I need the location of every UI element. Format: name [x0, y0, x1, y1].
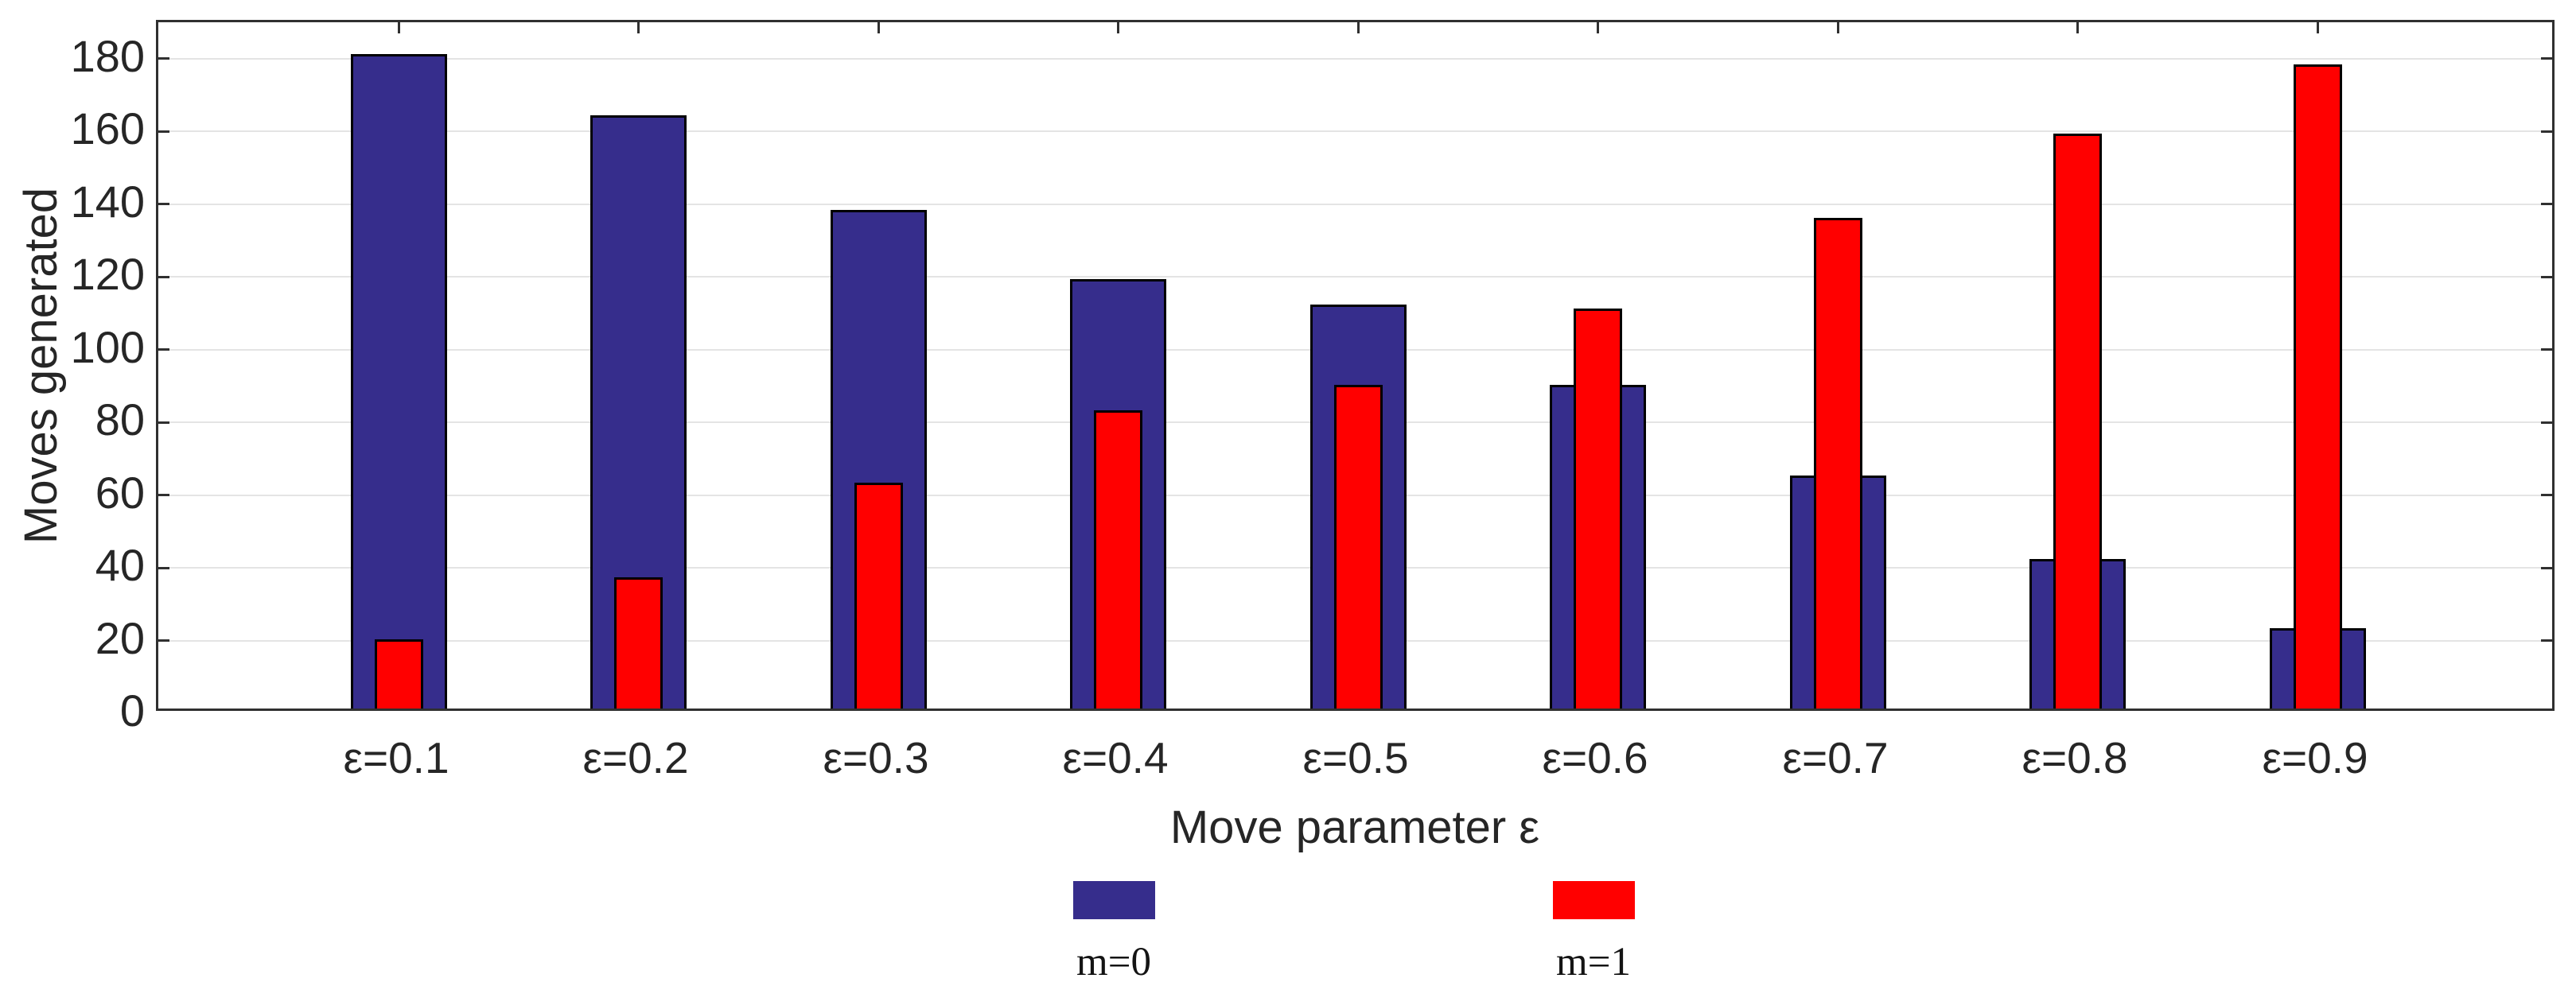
x-tick-top-4 — [1116, 22, 1119, 33]
y-tick-left-140 — [158, 203, 169, 206]
bar-m=1-ε=0.9 — [2293, 64, 2342, 709]
y-tick-left-80 — [158, 421, 169, 424]
y-tick-label-0: 0 — [119, 685, 145, 736]
x-axis-label: Move parameter ε — [1169, 802, 1540, 853]
y-tick-label-100: 100 — [70, 321, 145, 372]
x-tick-label-8: ε=0.8 — [2021, 733, 2128, 782]
bar-m=1-ε=0.7 — [1813, 218, 1862, 709]
y-tick-right-100 — [2541, 348, 2552, 351]
y-tick-label-80: 80 — [95, 394, 145, 445]
y-tick-right-20 — [2541, 639, 2552, 643]
x-tick-top-7 — [1836, 22, 1839, 33]
gridline-120 — [158, 276, 2552, 278]
x-tick-label-7: ε=0.7 — [1782, 733, 1889, 782]
y-tick-right-140 — [2541, 203, 2552, 206]
y-tick-label-60: 60 — [95, 467, 145, 518]
gridline-160 — [158, 130, 2552, 133]
y-tick-left-100 — [158, 348, 169, 351]
y-tick-label-40: 40 — [95, 540, 145, 591]
y-tick-right-80 — [2541, 421, 2552, 424]
bar-m=1-ε=0.5 — [1333, 385, 1383, 709]
x-tick-label-1: ε=0.1 — [343, 733, 449, 782]
bar-m=0-ε=0.1 — [350, 54, 447, 709]
x-tick-top-9 — [2316, 22, 2319, 33]
x-tick-top-3 — [877, 22, 880, 33]
x-tick-label-3: ε=0.3 — [823, 733, 929, 782]
y-tick-left-40 — [158, 566, 169, 569]
gridline-180 — [158, 57, 2552, 60]
y-tick-left-120 — [158, 275, 169, 278]
x-tick-label-2: ε=0.2 — [582, 733, 689, 782]
x-tick-top-8 — [2076, 22, 2079, 33]
legend-swatch-m1 — [1552, 881, 1635, 919]
x-tick-label-6: ε=0.6 — [1542, 733, 1648, 782]
gridline-140 — [158, 203, 2552, 205]
y-tick-left-180 — [158, 57, 169, 60]
bar-m=1-ε=0.3 — [854, 483, 903, 709]
y-tick-left-60 — [158, 494, 169, 497]
bar-m=1-ε=0.2 — [613, 577, 663, 709]
y-tick-right-180 — [2541, 57, 2552, 60]
y-tick-left-20 — [158, 639, 169, 643]
y-tick-label-120: 120 — [70, 249, 145, 300]
y-tick-label-20: 20 — [95, 612, 145, 663]
plot-area — [156, 20, 2555, 711]
bar-m=1-ε=0.4 — [1093, 410, 1142, 709]
x-tick-top-2 — [636, 22, 640, 33]
y-tick-right-40 — [2541, 566, 2552, 569]
y-tick-right-60 — [2541, 494, 2552, 497]
y-tick-right-120 — [2541, 275, 2552, 278]
x-tick-top-6 — [1596, 22, 1599, 33]
x-tick-label-5: ε=0.5 — [1302, 733, 1409, 782]
y-tick-left-160 — [158, 130, 169, 133]
bar-m=1-ε=0.1 — [374, 639, 423, 709]
legend-entry-m0: m=0 — [1026, 881, 1201, 983]
legend-entry-m1: m=1 — [1506, 881, 1681, 983]
y-tick-label-180: 180 — [70, 30, 145, 81]
y-tick-label-140: 140 — [70, 176, 145, 227]
y-tick-right-160 — [2541, 130, 2552, 133]
y-tick-label-160: 160 — [70, 103, 145, 154]
bar-m=1-ε=0.6 — [1573, 309, 1622, 709]
x-tick-top-5 — [1356, 22, 1360, 33]
legend-swatch-m0 — [1072, 881, 1155, 919]
bar-m=1-ε=0.8 — [2053, 134, 2102, 709]
x-tick-label-4: ε=0.4 — [1062, 733, 1169, 782]
legend-label-m0: m=0 — [1076, 940, 1151, 984]
x-tick-top-1 — [397, 22, 400, 33]
legend-label-m1: m=1 — [1556, 940, 1631, 984]
x-tick-label-9: ε=0.9 — [2262, 733, 2368, 782]
